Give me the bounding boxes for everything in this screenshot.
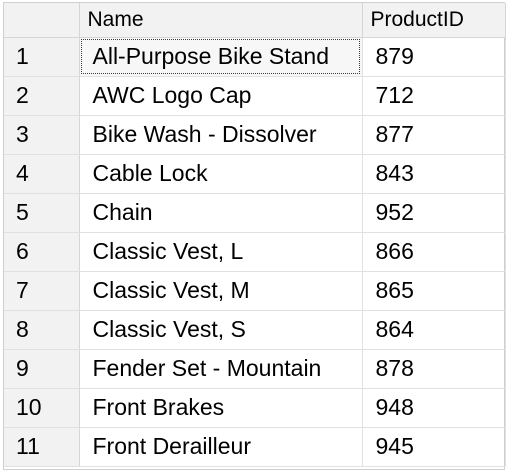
row-number-cell[interactable]: 5 — [4, 193, 80, 233]
name-cell[interactable]: Classic Vest, S — [79, 310, 363, 350]
product-id-cell[interactable]: 712 — [362, 76, 506, 116]
table-row[interactable]: 4 Cable Lock 843 — [4, 154, 506, 194]
product-id-cell[interactable]: 948 — [362, 388, 506, 428]
name-cell[interactable]: Chain — [79, 193, 363, 233]
name-cell[interactable]: Front Brakes — [79, 388, 363, 428]
header-row: Name ProductID — [4, 3, 506, 38]
row-number-header[interactable] — [4, 3, 80, 38]
name-cell[interactable]: Classic Vest, M — [79, 271, 363, 311]
product-id-cell[interactable]: 864 — [362, 310, 506, 350]
table-row[interactable]: 11 Front Derailleur 945 — [4, 427, 506, 467]
name-cell[interactable]: Cable Lock — [79, 154, 363, 194]
product-id-cell[interactable]: 952 — [362, 193, 506, 233]
table-row[interactable]: 5 Chain 952 — [4, 193, 506, 233]
row-number-cell[interactable]: 9 — [4, 349, 80, 389]
table-row[interactable]: 2 AWC Logo Cap 712 — [4, 76, 506, 116]
name-cell[interactable]: AWC Logo Cap — [79, 76, 363, 116]
product-id-cell[interactable]: 945 — [362, 427, 506, 467]
product-id-cell[interactable]: 866 — [362, 232, 506, 272]
product-id-cell[interactable]: 843 — [362, 154, 506, 194]
name-cell[interactable]: Front Derailleur — [79, 427, 363, 467]
row-number-cell[interactable]: 8 — [4, 310, 80, 350]
table-row[interactable]: 7 Classic Vest, M 865 — [4, 271, 506, 311]
row-number-cell[interactable]: 4 — [4, 154, 80, 194]
row-number-cell[interactable]: 6 — [4, 232, 80, 272]
name-cell[interactable]: Fender Set - Mountain — [79, 349, 363, 389]
row-number-cell[interactable]: 11 — [4, 427, 80, 467]
name-cell[interactable]: Bike Wash - Dissolver — [79, 115, 363, 155]
row-number-cell[interactable]: 1 — [4, 37, 80, 77]
row-number-cell[interactable]: 10 — [4, 388, 80, 428]
table-row[interactable]: 3 Bike Wash - Dissolver 877 — [4, 115, 506, 155]
product-id-cell[interactable]: 878 — [362, 349, 506, 389]
row-number-cell[interactable]: 7 — [4, 271, 80, 311]
column-header-productid[interactable]: ProductID — [362, 3, 506, 38]
product-id-cell[interactable]: 877 — [362, 115, 506, 155]
row-number-cell[interactable]: 2 — [4, 76, 80, 116]
table-row[interactable]: 10 Front Brakes 948 — [4, 388, 506, 428]
table-row[interactable]: 8 Classic Vest, S 864 — [4, 310, 506, 350]
name-cell[interactable]: All-Purpose Bike Stand — [79, 37, 363, 77]
name-cell[interactable]: Classic Vest, L — [79, 232, 363, 272]
results-grid[interactable]: Name ProductID 1 All-Purpose Bike Stand … — [3, 2, 506, 470]
product-id-cell[interactable]: 879 — [362, 37, 506, 77]
product-id-cell[interactable]: 865 — [362, 271, 506, 311]
table-row[interactable]: 6 Classic Vest, L 866 — [4, 232, 506, 272]
row-number-cell[interactable]: 3 — [4, 115, 80, 155]
results-table: Name ProductID 1 All-Purpose Bike Stand … — [4, 3, 506, 467]
table-row[interactable]: 9 Fender Set - Mountain 878 — [4, 349, 506, 389]
table-row[interactable]: 1 All-Purpose Bike Stand 879 — [4, 37, 506, 77]
column-header-name[interactable]: Name — [79, 3, 363, 38]
